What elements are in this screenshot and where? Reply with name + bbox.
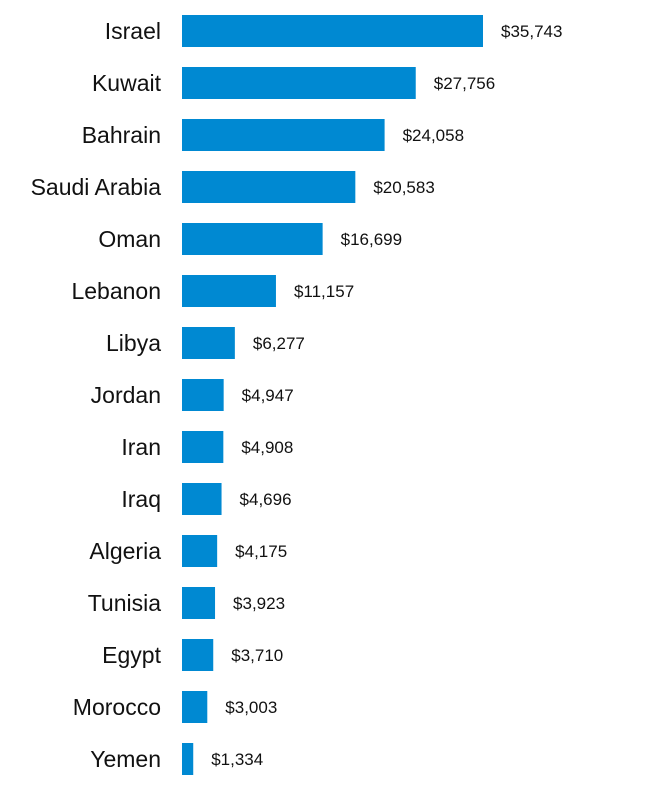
category-label: Saudi Arabia <box>31 174 162 200</box>
bar <box>182 275 276 307</box>
bar <box>182 743 194 775</box>
category-label: Oman <box>98 226 161 252</box>
data-label: $6,277 <box>253 334 305 353</box>
category-label: Iraq <box>121 486 161 512</box>
bar <box>182 379 224 411</box>
data-label: $3,003 <box>225 698 277 717</box>
data-label: $24,058 <box>403 126 464 145</box>
category-label: Algeria <box>89 538 161 564</box>
category-label: Tunisia <box>88 590 161 616</box>
category-label: Yemen <box>90 746 161 772</box>
data-label: $4,947 <box>242 386 294 405</box>
bar <box>182 327 235 359</box>
category-label: Morocco <box>73 694 161 720</box>
bar <box>182 483 222 515</box>
category-label: Lebanon <box>71 278 161 304</box>
category-label: Egypt <box>102 642 161 668</box>
bar <box>182 587 216 619</box>
data-label: $4,908 <box>241 438 293 457</box>
bar <box>182 15 483 47</box>
data-label: $20,583 <box>373 178 434 197</box>
data-label: $3,710 <box>231 646 283 665</box>
bar <box>182 171 356 203</box>
data-label: $1,334 <box>211 750 263 769</box>
category-label: Iran <box>121 434 161 460</box>
data-label: $4,175 <box>235 542 287 561</box>
data-label: $11,157 <box>294 282 354 301</box>
bar <box>182 639 214 671</box>
category-label: Bahrain <box>82 122 161 148</box>
bar <box>182 119 385 151</box>
category-label: Kuwait <box>92 70 162 96</box>
data-label: $35,743 <box>501 22 562 41</box>
category-label: Jordan <box>91 382 161 408</box>
bar <box>182 431 224 463</box>
data-label: $27,756 <box>434 74 495 93</box>
category-label: Israel <box>105 18 161 44</box>
data-label: $3,923 <box>233 594 285 613</box>
bar <box>182 691 208 723</box>
bar <box>182 67 416 99</box>
bar <box>182 223 323 255</box>
category-label: Libya <box>106 330 161 356</box>
bar <box>182 535 218 567</box>
data-label: $4,696 <box>240 490 292 509</box>
data-label: $16,699 <box>341 230 402 249</box>
